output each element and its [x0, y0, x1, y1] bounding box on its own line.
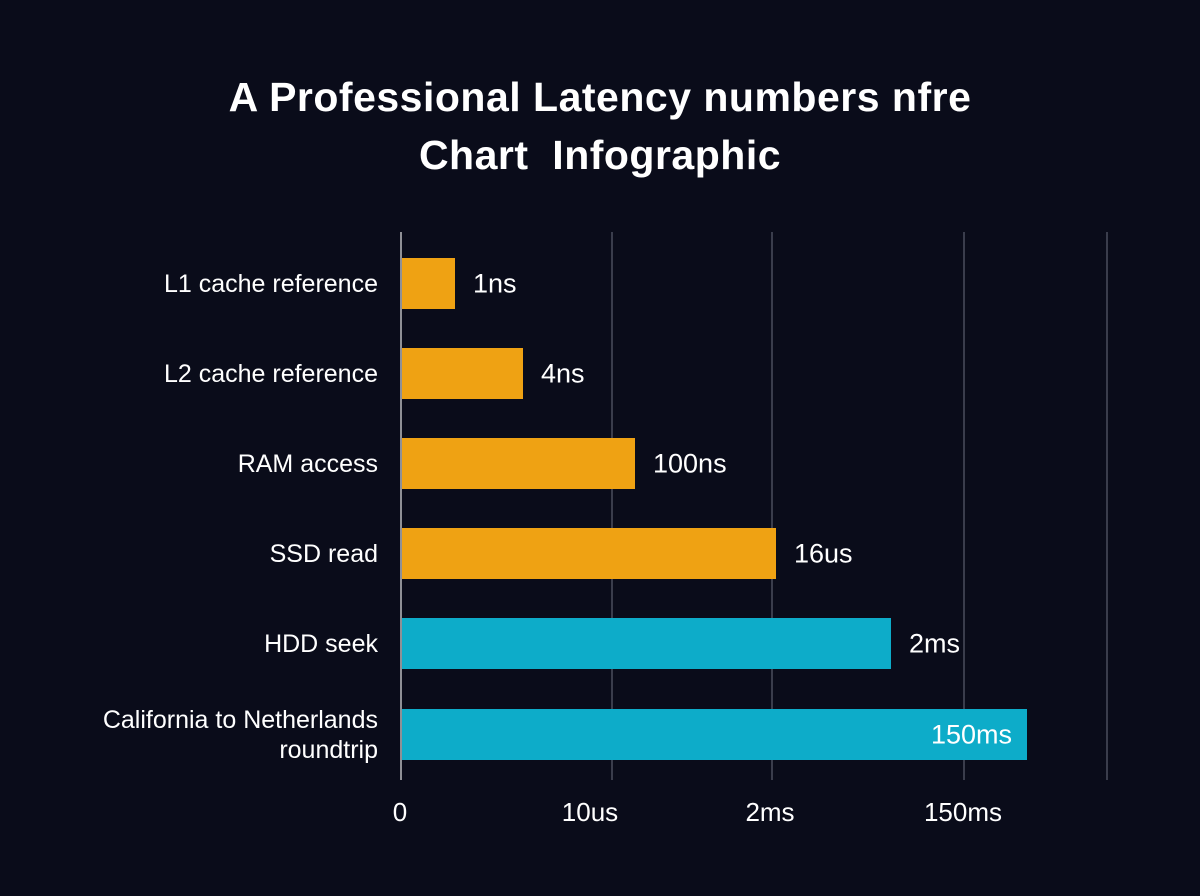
bar-california-roundtrip [402, 709, 1027, 760]
value-label-hdd-seek: 2ms [909, 628, 961, 658]
category-label-california-roundtrip: California to Netherlands roundtrip [102, 705, 378, 764]
category-label-ssd-read: SSD read [269, 539, 378, 568]
bar-hdd-seek [402, 618, 891, 669]
gridline [1106, 232, 1108, 780]
value-label-ram-access: 100ns [653, 448, 727, 478]
y-axis-line [400, 232, 402, 780]
category-label-ram-access: RAM access [237, 449, 378, 478]
value-label-l1-cache: 1ns [473, 268, 517, 298]
x-tick-label-10us: 10us [561, 797, 619, 827]
x-tick-label-0: 0 [392, 797, 408, 827]
bar-ram-access [402, 438, 635, 489]
category-label-l1-cache: L1 cache reference [163, 269, 378, 298]
bar-row-ssd-read: 16us [400, 528, 1140, 579]
gridline [611, 232, 613, 780]
value-label-l2-cache: 4ns [541, 358, 585, 388]
gridline [963, 232, 965, 780]
gridline [771, 232, 773, 780]
bar-l2-cache [402, 348, 523, 399]
value-label-ssd-read: 16us [794, 538, 853, 568]
bar-row-l2-cache: 4ns [400, 348, 1140, 399]
bar-row-l1-cache: 1ns [400, 258, 1140, 309]
bar-l1-cache [402, 258, 455, 309]
category-label-hdd-seek: HDD seek [264, 629, 378, 658]
bar-ssd-read [402, 528, 776, 579]
bar-row-hdd-seek: 2ms [400, 618, 1140, 669]
value-label-california-roundtrip: 150ms [930, 719, 1012, 749]
chart-title-line-2: Chart Infographic [418, 132, 782, 179]
chart-title-line-1: A Professional Latency numbers nfre [228, 74, 972, 120]
chart-title: A Professional Latency numbers nfre Char… [0, 68, 1200, 184]
x-tick-label-2ms: 2ms [745, 797, 795, 827]
x-tick-label-150ms: 150ms [923, 797, 1003, 827]
bar-row-california-roundtrip: 150ms [400, 709, 1140, 760]
category-label-l2-cache: L2 cache reference [163, 359, 378, 388]
plot-area: 1ns 4ns 100ns 16us 2ms 150ms [400, 232, 1140, 780]
bar-row-ram-access: 100ns [400, 438, 1140, 489]
